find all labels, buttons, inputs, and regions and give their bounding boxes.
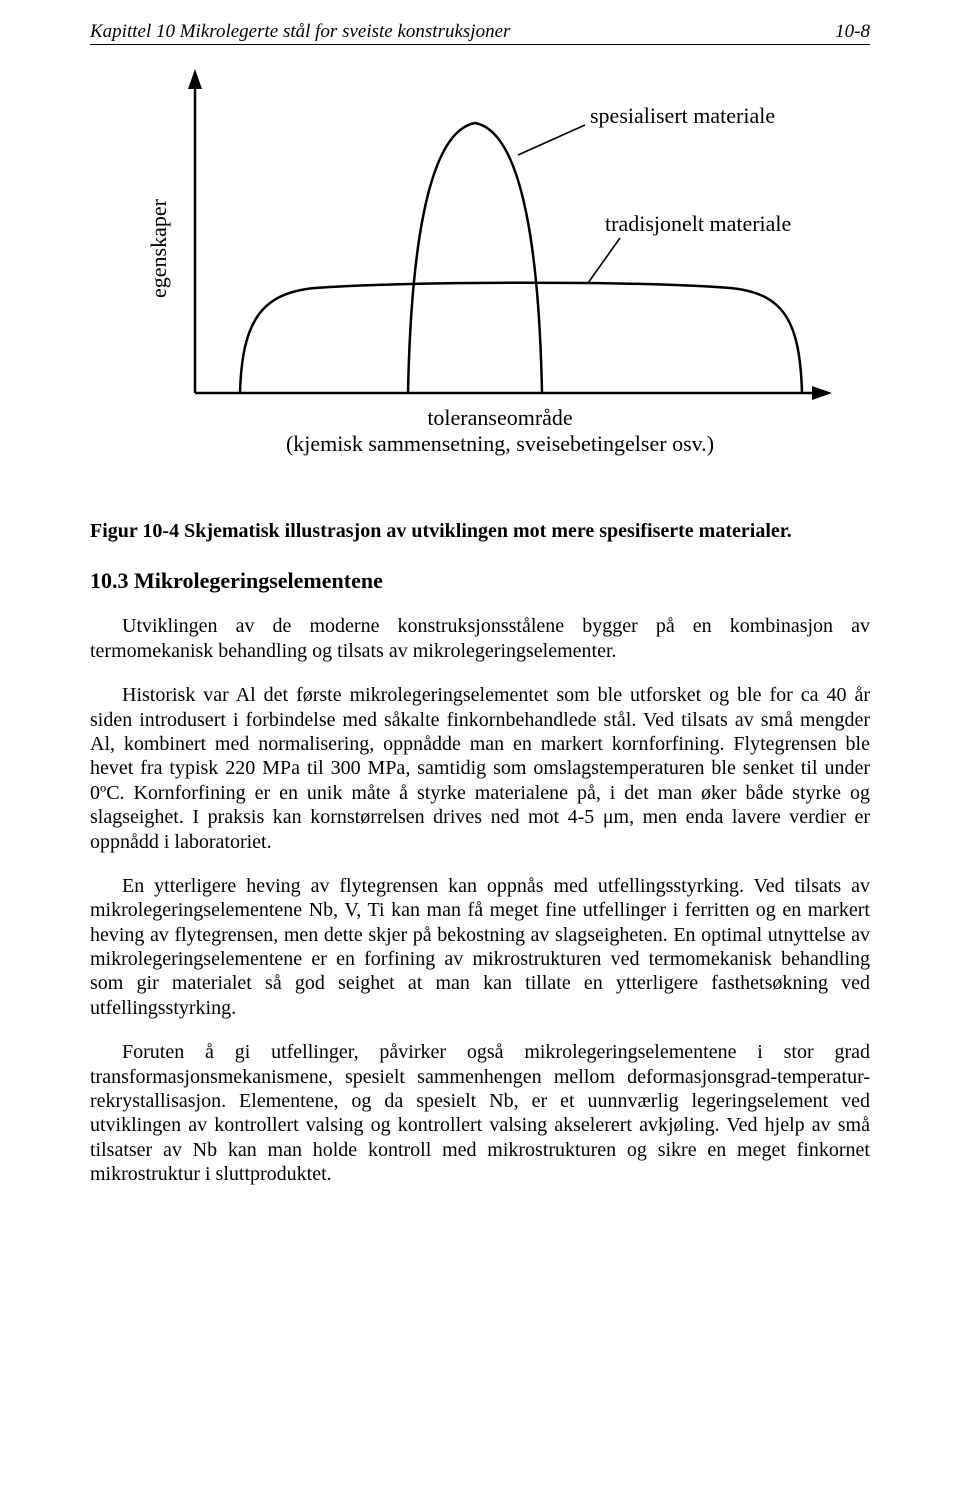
figure-10-4-svg: spesialisert materiale tradisjonelt mate… xyxy=(120,63,840,493)
x-axis-arrow-icon xyxy=(812,386,832,400)
paragraph-2: Historisk var Al det første mikrolegerin… xyxy=(90,683,870,854)
curve-specialised xyxy=(408,123,542,393)
header-page-number: 10-8 xyxy=(835,20,870,43)
y-axis-arrow-icon xyxy=(188,69,202,89)
label-traditional: tradisjonelt materiale xyxy=(605,211,791,236)
header-chapter-title: Kapittel 10 Mikrolegerte stål for sveist… xyxy=(90,20,510,43)
figure-10-4: spesialisert materiale tradisjonelt mate… xyxy=(90,63,870,493)
page-header: Kapittel 10 Mikrolegerte stål for sveist… xyxy=(90,20,870,45)
paragraph-3: En ytterligere heving av flytegrensen ka… xyxy=(90,874,870,1020)
section-heading: 10.3 Mikrolegeringselementene xyxy=(90,568,870,595)
pointer-traditional xyxy=(588,238,620,283)
label-specialised: spesialisert materiale xyxy=(590,103,775,128)
paragraph-4: Foruten å gi utfellinger, påvirker også … xyxy=(90,1040,870,1186)
paragraph-1: Utviklingen av de moderne konstruksjonss… xyxy=(90,614,870,663)
curve-traditional xyxy=(240,283,802,393)
figure-caption: Figur 10-4 Skjematisk illustrasjon av ut… xyxy=(90,519,870,543)
y-axis-label: egenskaper xyxy=(146,199,171,299)
x-axis-label-bottom: (kjemisk sammensetning, sveisebetingelse… xyxy=(286,431,714,456)
x-axis-label-top: toleranseområde xyxy=(427,405,572,430)
pointer-specialised xyxy=(518,125,585,155)
